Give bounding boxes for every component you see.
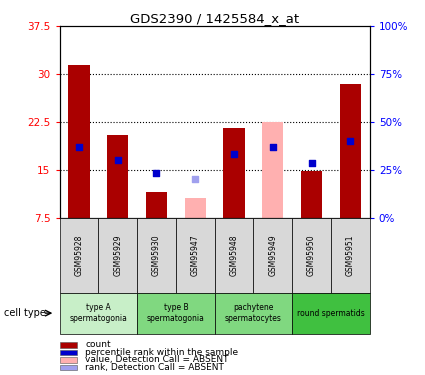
Text: GSM95949: GSM95949 [268,234,277,276]
Text: cell type: cell type [4,308,46,318]
Text: GSM95930: GSM95930 [152,234,161,276]
Point [114,157,121,163]
Text: GSM95929: GSM95929 [113,234,122,276]
Bar [107,135,128,218]
Bar [176,217,215,292]
Bar [137,217,176,292]
Text: round spermatids: round spermatids [297,309,365,318]
Bar [331,217,370,292]
Point [347,138,354,144]
Text: count: count [85,340,110,350]
Bar [253,217,292,292]
Text: GSM95951: GSM95951 [346,234,355,276]
Text: pachytene
spermatocytes: pachytene spermatocytes [225,303,282,323]
Text: type B
spermatogonia: type B spermatogonia [147,303,205,323]
Bar [292,292,370,334]
Bar [292,217,331,292]
Bar [215,292,292,334]
Bar [146,192,167,217]
Bar [60,357,76,363]
Title: GDS2390 / 1425584_x_at: GDS2390 / 1425584_x_at [130,12,299,25]
Bar [68,64,90,218]
Point [192,176,198,182]
Bar [60,342,76,348]
Text: value, Detection Call = ABSENT: value, Detection Call = ABSENT [85,356,229,364]
Bar [301,171,322,217]
Text: GSM95950: GSM95950 [307,234,316,276]
Bar [60,217,98,292]
Text: percentile rank within the sample: percentile rank within the sample [85,348,238,357]
Bar [340,84,361,218]
Text: rank, Detection Call = ABSENT: rank, Detection Call = ABSENT [85,363,224,372]
Bar [215,217,253,292]
Bar [60,364,76,370]
Text: type A
spermatogonia: type A spermatogonia [69,303,127,323]
Bar [184,198,206,217]
Text: GSM95928: GSM95928 [74,234,83,276]
Point [153,170,160,176]
Text: GSM95948: GSM95948 [230,234,238,276]
Bar [262,122,283,218]
Bar [224,128,245,217]
Point [231,151,238,157]
Point [269,144,276,150]
Point [308,160,315,166]
Point [76,144,82,150]
Text: GSM95947: GSM95947 [191,234,200,276]
Bar [60,292,137,334]
Bar [137,292,215,334]
Bar [60,350,76,355]
Bar [98,217,137,292]
